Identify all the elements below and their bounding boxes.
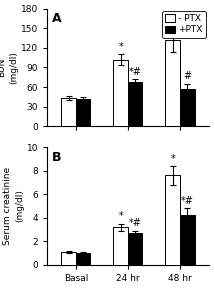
Text: #: # [183,71,191,81]
Bar [165,176,180,265]
Bar [180,89,195,126]
Bar [76,253,91,265]
Bar [113,60,128,126]
Text: *: * [118,42,123,52]
Bar [128,233,143,265]
Bar [113,227,128,265]
Text: *: * [170,16,175,26]
Text: *#: *# [129,218,142,228]
Text: *#: *# [129,67,142,77]
Bar [180,215,195,265]
Y-axis label: BUN
(mg/dl): BUN (mg/dl) [0,51,18,84]
Bar [61,252,76,265]
Bar [165,40,180,126]
Text: B: B [52,151,62,164]
Text: *#: *# [181,196,194,206]
Bar [128,83,143,126]
Text: *: * [118,211,123,221]
Text: *: * [170,154,175,164]
Text: A: A [52,12,62,25]
Bar [76,99,91,126]
Y-axis label: Serum creatinine
(mg/dl): Serum creatinine (mg/dl) [3,167,24,245]
Bar [61,98,76,126]
Legend: - PTX, +PTX: - PTX, +PTX [162,11,206,38]
